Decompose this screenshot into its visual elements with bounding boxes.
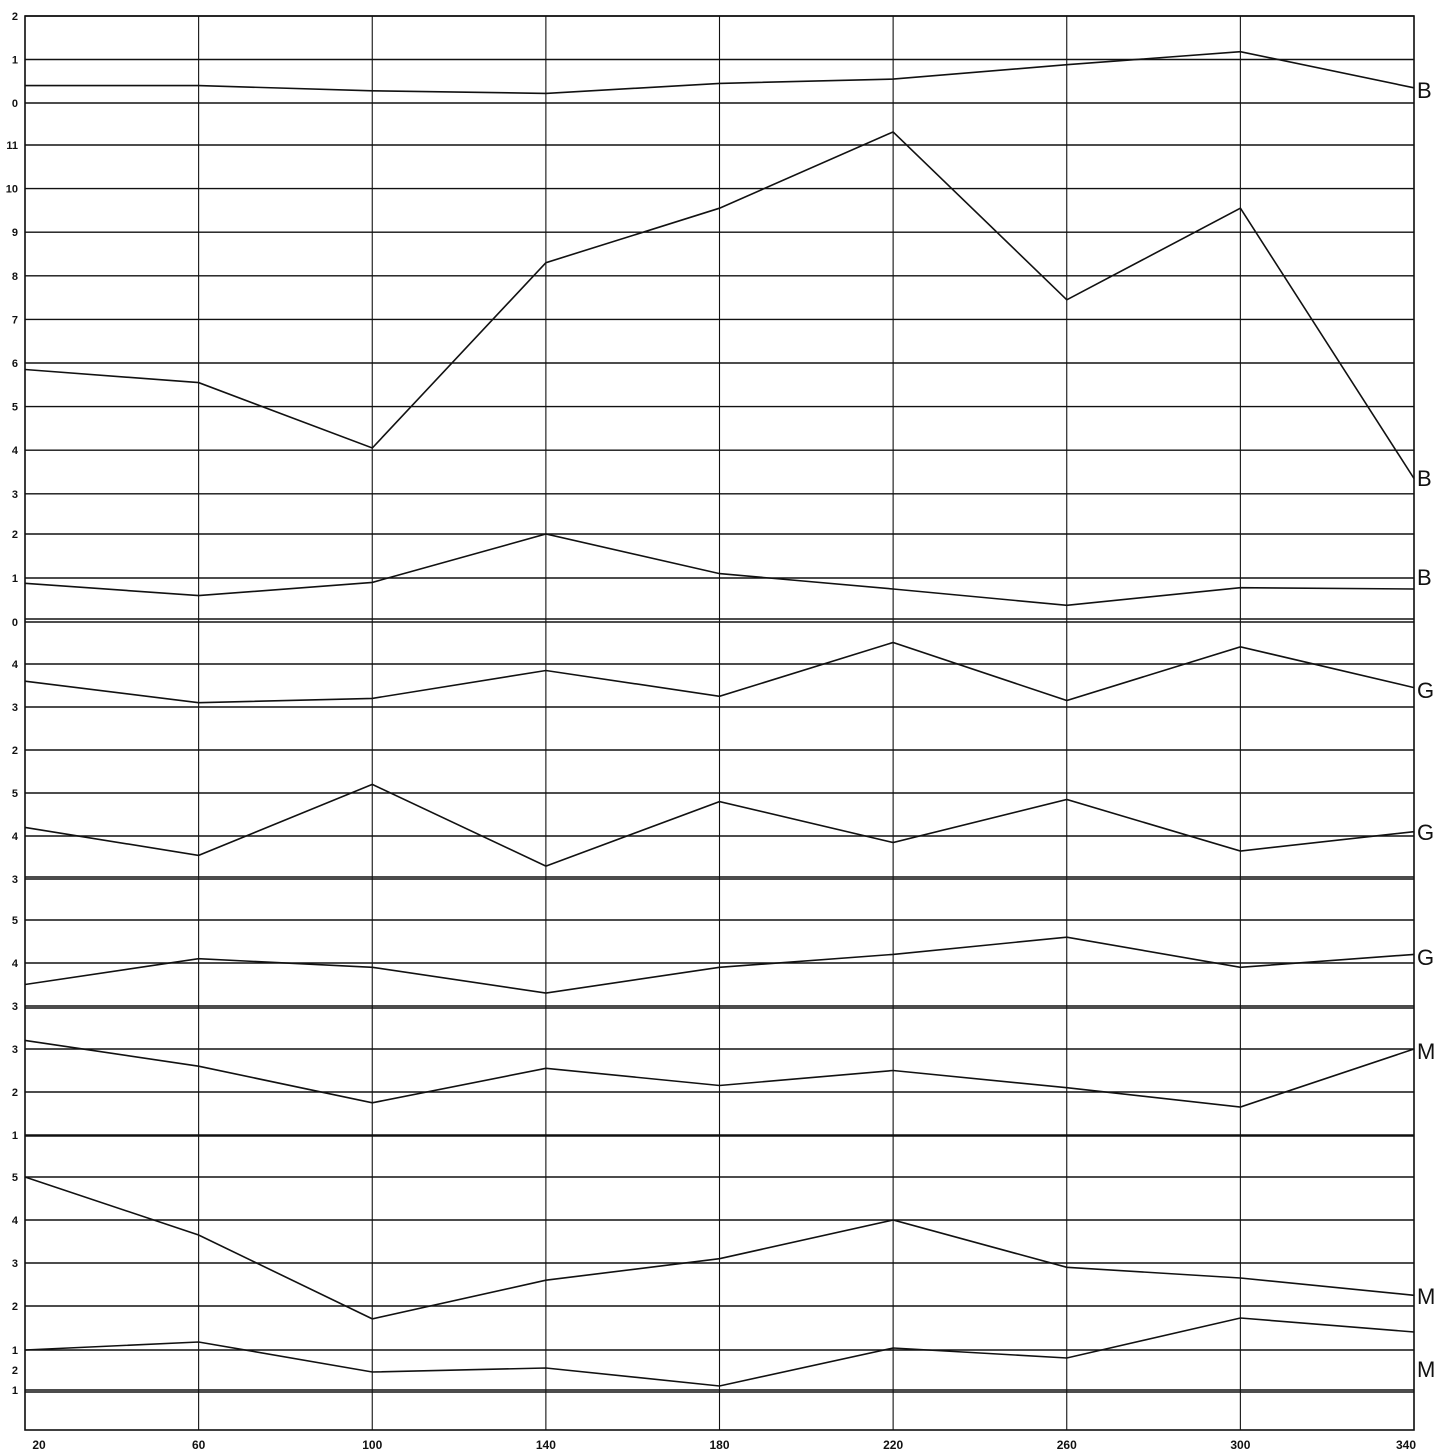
y-tick-label: 4 <box>12 659 19 671</box>
series-label: B <box>1417 466 1432 491</box>
x-tick-label: 60 <box>192 1438 206 1452</box>
y-tick-label: 1 <box>12 55 18 67</box>
series-line-4 <box>24 641 1415 704</box>
series-label: M <box>1417 1284 1435 1309</box>
y-tick-label: 2 <box>12 1301 18 1313</box>
y-tick-label: 5 <box>12 1172 18 1184</box>
y-tick-label: 10 <box>6 184 18 196</box>
y-tick-label: 4 <box>12 445 19 457</box>
series-label: B <box>1417 565 1432 590</box>
series-label: B <box>1417 78 1432 103</box>
series-label: M <box>1417 1357 1435 1382</box>
y-tick-label: 6 <box>12 358 18 370</box>
y-tick-label: 2 <box>12 1087 18 1099</box>
x-tick-label: 340 <box>1396 1438 1416 1452</box>
x-tick-label: 180 <box>709 1438 729 1452</box>
series-label: G <box>1417 945 1434 970</box>
series-line-3 <box>24 533 1415 607</box>
x-tick-label: 140 <box>536 1438 556 1452</box>
y-tick-label: 3 <box>12 702 18 714</box>
y-tick-label: 8 <box>12 271 18 283</box>
y-tick-label: 3 <box>12 874 18 886</box>
y-tick-label: 1 <box>12 573 18 585</box>
y-tick-label: 3 <box>12 1044 18 1056</box>
series-line-9 <box>24 1317 1415 1387</box>
y-tick-label: 5 <box>12 915 18 927</box>
y-tick-label: 2 <box>12 11 18 23</box>
series-label: G <box>1417 678 1434 703</box>
x-tick-label: 100 <box>362 1438 382 1452</box>
y-tick-label: 5 <box>12 788 18 800</box>
grid <box>24 15 1415 1431</box>
y-tick-label: 3 <box>12 1258 18 1270</box>
series-line-6 <box>24 936 1415 994</box>
y-tick-label: 4 <box>12 958 19 970</box>
series-lines <box>24 50 1415 1387</box>
series-label: M <box>1417 1039 1435 1064</box>
series-line-8 <box>24 1176 1415 1320</box>
y-tick-label: 1 <box>12 1130 18 1142</box>
y-tick-label: 5 <box>12 402 18 414</box>
y-tick-label: 0 <box>12 98 18 110</box>
series-line-1 <box>25 50 1415 95</box>
y-tick-label: 2 <box>12 529 18 541</box>
x-tick-label: 20 <box>32 1438 46 1452</box>
x-tick-label: 300 <box>1230 1438 1250 1452</box>
y-tick-label: 3 <box>12 1001 18 1013</box>
series-line-5 <box>24 783 1415 867</box>
x-tick-label: 220 <box>883 1438 903 1452</box>
y-tick-label: 7 <box>12 314 18 326</box>
y-tick-label: 1 <box>12 1345 18 1357</box>
series-line-7 <box>24 1039 1415 1108</box>
y-tick-label: 2 <box>12 1365 18 1377</box>
series-line-2 <box>24 130 1415 479</box>
y-tick-label: 9 <box>12 227 18 239</box>
axis-labels: 20 60 100 140 180 220 260 300 340210B11109876543… <box>6 11 1436 1452</box>
plot-frame <box>24 15 1415 1431</box>
y-tick-label: 4 <box>12 1215 19 1227</box>
y-tick-label: 1 <box>12 1385 18 1397</box>
y-tick-label: 2 <box>12 745 18 757</box>
y-tick-label: 3 <box>12 489 18 501</box>
y-tick-label: 0 <box>12 617 18 629</box>
y-tick-label: 11 <box>6 140 18 152</box>
x-tick-label: 260 <box>1057 1438 1077 1452</box>
series-label: G <box>1417 820 1434 845</box>
y-tick-label: 4 <box>12 831 19 843</box>
